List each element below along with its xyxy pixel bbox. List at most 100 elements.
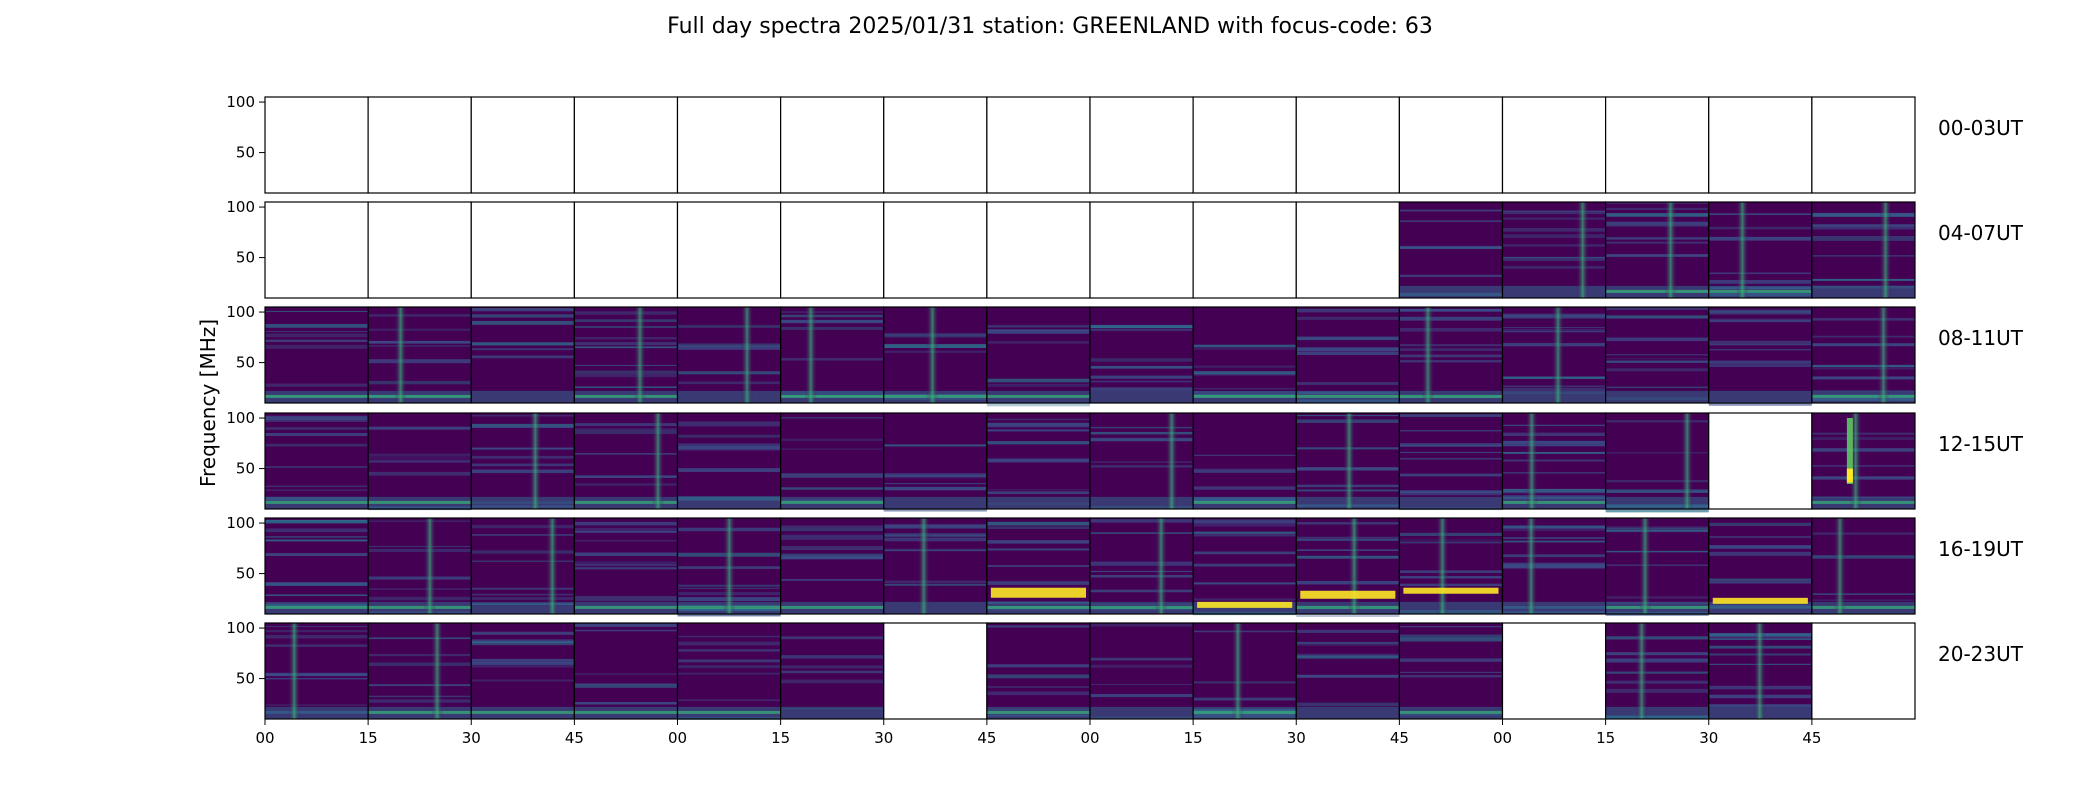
- spectrum-band: [574, 566, 678, 569]
- spectrum-noise-floor: [1811, 285, 1915, 298]
- spectrum-band: [471, 425, 575, 428]
- spectrum-burst: [740, 307, 754, 403]
- spectrum-band: [1811, 555, 1915, 559]
- spectrum-band: [677, 641, 781, 646]
- spectrum-band: [1399, 570, 1503, 573]
- spectrum-band: [986, 565, 1090, 567]
- spectrum-band: [780, 636, 884, 640]
- spectrum-band: [265, 489, 369, 491]
- spectrum-low-band: [1605, 605, 1709, 609]
- spectrum-panel: [1398, 517, 1504, 615]
- empty-panel-area: [883, 623, 987, 719]
- spectrum-band: [471, 414, 575, 417]
- spectrum-burst: [804, 307, 818, 403]
- spectrum-low-band: [574, 605, 678, 609]
- spectrum-low-band: [1605, 289, 1709, 293]
- spectrum-band: [1708, 522, 1812, 526]
- spectrum-band: [368, 684, 472, 687]
- spectrum-band: [1193, 486, 1297, 490]
- row-label: 16-19UT: [1938, 537, 2024, 561]
- spectrum-panel: [1398, 96, 1504, 194]
- y-tick-label: 100: [226, 514, 255, 532]
- spectrum-band: [574, 364, 678, 366]
- spectrum-panel: [1811, 412, 1916, 510]
- spectrum-band: [1605, 224, 1709, 227]
- spectrum-band: [574, 386, 678, 389]
- spectrum-band: [574, 540, 678, 542]
- spectrum-panel: [1089, 517, 1194, 615]
- spectrum-band: [1605, 528, 1709, 532]
- spectrum-band: [1502, 540, 1606, 543]
- spectrum-band: [1502, 537, 1606, 539]
- spectrum-band: [780, 579, 884, 581]
- spectrum-panel: [470, 622, 575, 720]
- spectrum-panel: [676, 201, 782, 299]
- spectrum-band: [780, 528, 884, 532]
- spectrum-panel: [1295, 201, 1400, 299]
- spectrum-band: [368, 461, 472, 463]
- spectrum-panel: [470, 201, 575, 299]
- spectrum-band: [574, 319, 678, 322]
- spectrum-band: [986, 418, 1090, 421]
- x-tick-label: 15: [1184, 729, 1203, 747]
- spectrum-noise-floor: [265, 706, 369, 719]
- spectrum-band: [1502, 217, 1606, 220]
- spectrum-panel: [573, 622, 679, 720]
- spectrum-band: [1193, 468, 1297, 472]
- spectrum-panel: [1501, 412, 1607, 510]
- spectrum-burst: [1736, 202, 1749, 298]
- spectrum-band: [883, 486, 987, 491]
- spectrum-band: [986, 521, 1090, 526]
- spectrum-band: [574, 423, 678, 427]
- spectrum-background: [1399, 518, 1503, 614]
- spectrum-low-band: [1811, 500, 1915, 504]
- spectrum-band: [986, 691, 1090, 696]
- spectrum-panel: [1708, 96, 1813, 194]
- spectrum-panel: [883, 412, 988, 512]
- x-tick-label: 15: [1596, 729, 1615, 747]
- spectrum-panel: [1295, 517, 1400, 618]
- spectrum-panel: [1811, 201, 1916, 299]
- spectrum-low-band: [986, 394, 1090, 398]
- spectrum-band: [1193, 697, 1297, 701]
- spectrum-band: [265, 427, 369, 430]
- spectrum-band: [368, 588, 472, 590]
- spectrum-burst: [394, 307, 407, 403]
- spectrum-band: [677, 434, 781, 438]
- spectrum-band: [1090, 431, 1194, 435]
- spectrum-low-band: [368, 500, 472, 504]
- spectrum-band: [574, 326, 678, 328]
- spectrum-band: [1605, 368, 1709, 372]
- row-label: 20-23UT: [1938, 642, 2024, 666]
- spectrum-band: [1399, 576, 1503, 579]
- spectrum-noise-floor: [1502, 601, 1606, 614]
- spectrum-band: [1090, 324, 1194, 327]
- spectrum-band: [780, 448, 884, 450]
- spectrum-background: [677, 413, 781, 509]
- spectrum-band: [265, 433, 369, 436]
- spectrum-band: [471, 662, 575, 665]
- spectrum-band: [677, 665, 781, 669]
- spectrum-band: [471, 342, 575, 346]
- spectrum-band: [883, 549, 987, 552]
- spectrum-band: [574, 684, 678, 688]
- spectrum-panel: [367, 622, 472, 720]
- spectrum-band: [1605, 354, 1709, 356]
- panel-frame: [1811, 96, 1916, 194]
- spectrum-background: [677, 623, 781, 719]
- spectrum-band: [574, 623, 678, 627]
- spectrum-low-band: [368, 394, 472, 398]
- x-tick-label: 15: [771, 729, 790, 747]
- spectrum-band: [1193, 388, 1297, 390]
- spectrum-panel: [1811, 517, 1916, 615]
- spectrum-noise-floor: [1399, 496, 1503, 509]
- spectrum-panel: [1708, 412, 1813, 510]
- spectrum-panel: [573, 96, 679, 194]
- spectrum-low-band: [1193, 394, 1297, 398]
- spectrum-background: [883, 413, 987, 509]
- spectrum-band: [986, 326, 1090, 328]
- spectrum-band: [1399, 308, 1503, 312]
- spectrum-band: [265, 582, 369, 586]
- spectrum-band: [471, 560, 575, 562]
- spectrum-panel: [1398, 412, 1504, 511]
